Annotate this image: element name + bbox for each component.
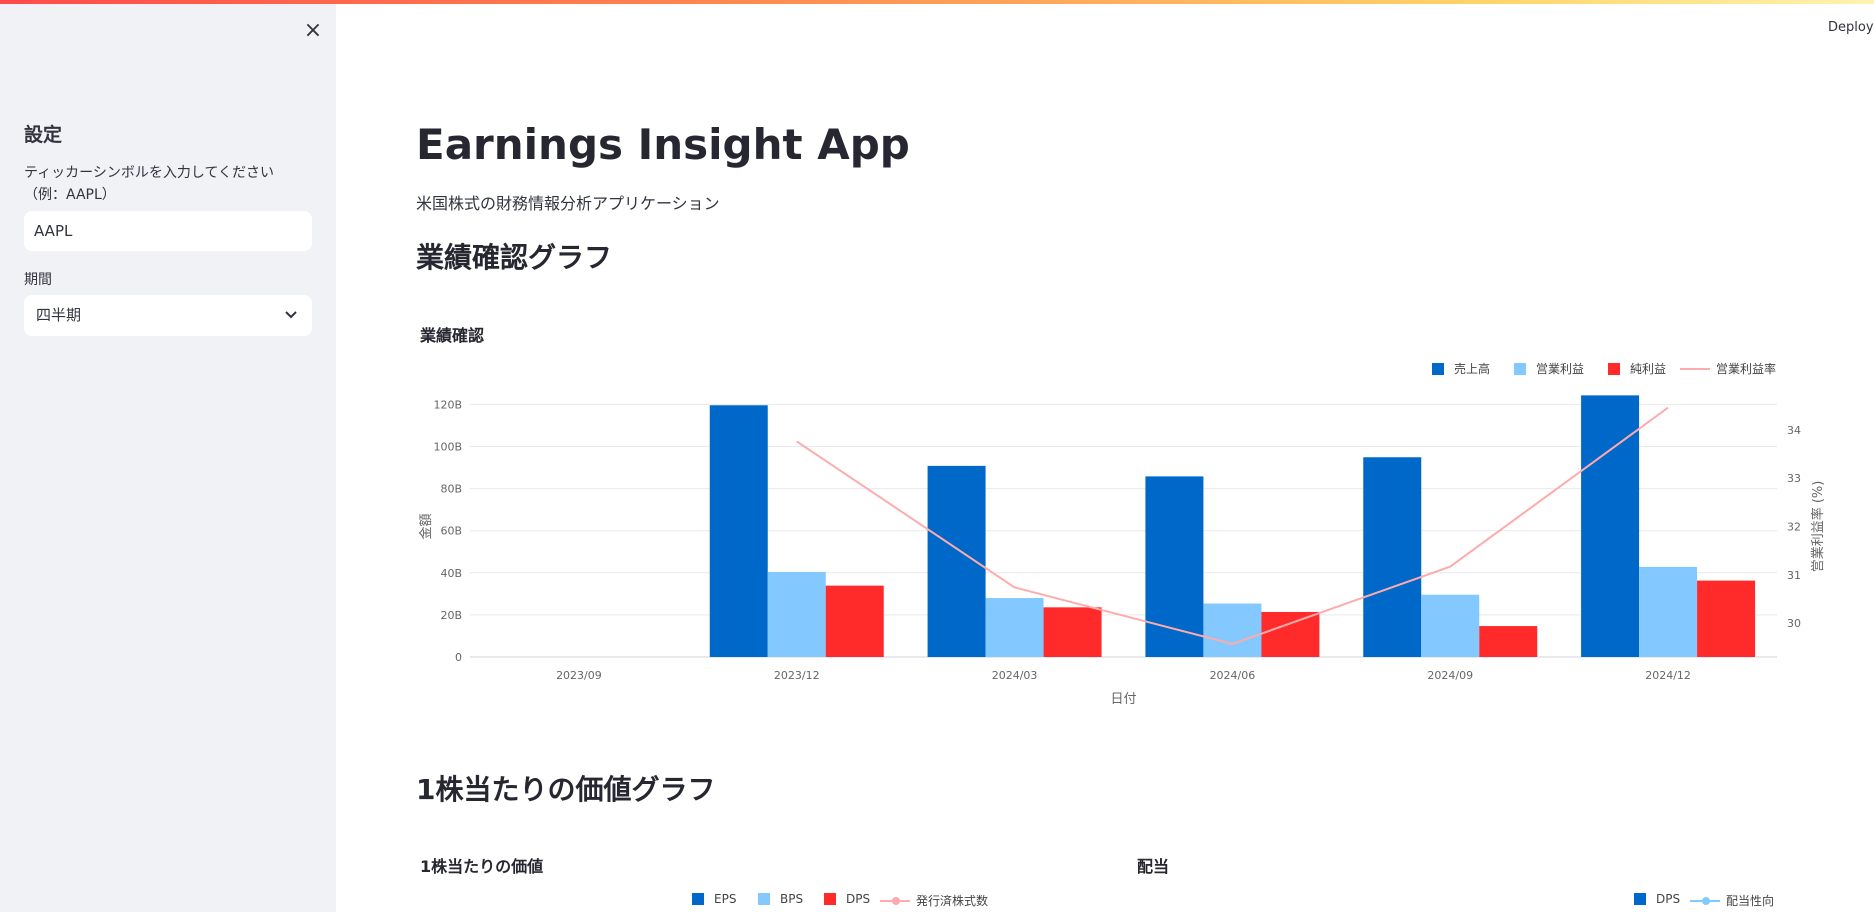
- legend-item-revenue[interactable]: 売上高: [1432, 360, 1490, 377]
- legend-item-eps[interactable]: EPS: [692, 892, 736, 906]
- legend-item-bps[interactable]: BPS: [758, 892, 803, 906]
- deploy-button[interactable]: Deploy: [1828, 20, 1874, 35]
- legend-label-operating: 営業利益: [1536, 362, 1585, 376]
- y-axis-label: 金額: [418, 513, 434, 539]
- legend-swatch-bps: [758, 893, 770, 905]
- y-tick-label: 80B: [440, 483, 462, 496]
- legend-label-net: 純利益: [1630, 362, 1667, 376]
- legend-item-margin[interactable]: 営業利益率: [1680, 360, 1776, 377]
- legend-label-revenue: 売上高: [1454, 362, 1491, 376]
- x-tick-label: 2024/03: [992, 669, 1038, 682]
- legend-item-operating[interactable]: 営業利益: [1514, 360, 1584, 377]
- bar-0-4: [1363, 457, 1422, 657]
- sidebar: × 設定 ティッカーシンボルを入力してください （例：AAPL） 期間 四半期: [0, 4, 336, 912]
- bar-1-4: [1421, 594, 1480, 657]
- chart2-title: 1株当たりの価値: [420, 857, 544, 876]
- legend-label-dps: DPS: [846, 892, 871, 906]
- x-tick-label: 2024/12: [1645, 669, 1691, 682]
- bar-1-5: [1639, 566, 1698, 657]
- bar-2-3: [1261, 611, 1320, 657]
- ticker-label-line1: ティッカーシンボルを入力してください: [24, 165, 275, 181]
- legend-label-dividend-dps: DPS: [1656, 892, 1681, 906]
- chart1-title: 業績確認: [420, 326, 485, 345]
- bar-1-1: [767, 571, 826, 657]
- top-decoration-stripe: [0, 0, 1874, 4]
- legend-swatch-net: [1608, 363, 1620, 375]
- bar-2-2: [1043, 607, 1102, 657]
- legend-marker-shares: [892, 897, 900, 905]
- x-tick-label: 2024/06: [1210, 669, 1256, 682]
- bar-2-4: [1479, 626, 1538, 657]
- y-tick-label: 60B: [440, 525, 462, 538]
- page-title: Earnings Insight App: [416, 120, 910, 169]
- legend-marker-payout: [1702, 897, 1710, 905]
- legend-item-dividend-dps[interactable]: DPS: [1634, 892, 1680, 906]
- legend-label-eps: EPS: [714, 892, 737, 906]
- legend-label-payout: 配当性向: [1726, 894, 1775, 908]
- legend-label-shares: 発行済株式数: [916, 894, 989, 908]
- y2-tick-label: 32: [1787, 521, 1801, 534]
- bar-0-1: [709, 405, 768, 657]
- legend-swatch-revenue: [1432, 363, 1444, 375]
- legend-line-margin: [1680, 368, 1710, 370]
- bar-0-3: [1145, 476, 1204, 657]
- y-tick-label: 120B: [433, 398, 462, 411]
- legend-swatch-dividend-dps: [1634, 893, 1646, 905]
- sidebar-title: 設定: [24, 124, 63, 146]
- close-icon[interactable]: ×: [303, 18, 323, 43]
- bar-1-3: [1203, 603, 1262, 657]
- section-title-performance: 業績確認グラフ: [416, 241, 613, 274]
- bar-0-2: [927, 465, 986, 657]
- y-tick-label: 100B: [433, 441, 462, 454]
- legend-item-shares[interactable]: 発行済株式数: [880, 892, 988, 909]
- bar-1-2: [985, 598, 1044, 657]
- bar-2-5: [1697, 580, 1756, 657]
- y2-tick-label: 31: [1787, 569, 1801, 582]
- y-tick-label: 40B: [440, 567, 462, 580]
- legend-swatch-dps: [824, 893, 836, 905]
- legend-swatch-eps: [692, 893, 704, 905]
- legend-line-shares: [880, 897, 910, 905]
- bar-2-1: [825, 585, 884, 657]
- chevron-down-icon: [284, 295, 298, 353]
- period-label: 期間: [24, 272, 52, 288]
- y2-tick-label: 30: [1787, 617, 1801, 630]
- legend-line-payout: [1690, 897, 1720, 905]
- legend-label-bps: BPS: [780, 892, 804, 906]
- x-tick-label: 2023/09: [556, 669, 602, 682]
- y-tick-label: 0: [455, 651, 462, 664]
- section-title-per-share: 1株当たりの価値グラフ: [416, 773, 716, 806]
- ticker-label-line2: （例：AAPL）: [24, 187, 116, 203]
- legend-item-dps[interactable]: DPS: [824, 892, 870, 906]
- legend-swatch-operating: [1514, 363, 1526, 375]
- period-selected-value: 四半期: [36, 306, 82, 324]
- legend-item-payout[interactable]: 配当性向: [1690, 892, 1774, 909]
- x-tick-label: 2024/09: [1427, 669, 1473, 682]
- page-subtitle: 米国株式の財務情報分析アプリケーション: [416, 194, 720, 213]
- x-tick-label: 2023/12: [774, 669, 820, 682]
- legend-label-margin: 営業利益率: [1716, 362, 1777, 376]
- y2-tick-label: 34: [1787, 424, 1801, 437]
- legend-item-net[interactable]: 純利益: [1608, 360, 1666, 377]
- ticker-input[interactable]: [24, 211, 312, 251]
- y2-tick-label: 33: [1787, 472, 1801, 485]
- x-axis-label: 日付: [1110, 692, 1136, 707]
- y2-axis-label: 営業利益率 (%): [1810, 481, 1826, 573]
- chart3-title: 配当: [1137, 857, 1170, 876]
- period-select[interactable]: 四半期: [24, 295, 312, 336]
- margin-line: [796, 406, 1669, 645]
- ticker-label: ティッカーシンボルを入力してください （例：AAPL）: [24, 162, 324, 206]
- y-tick-label: 20B: [440, 609, 462, 622]
- bar-0-5: [1581, 395, 1640, 657]
